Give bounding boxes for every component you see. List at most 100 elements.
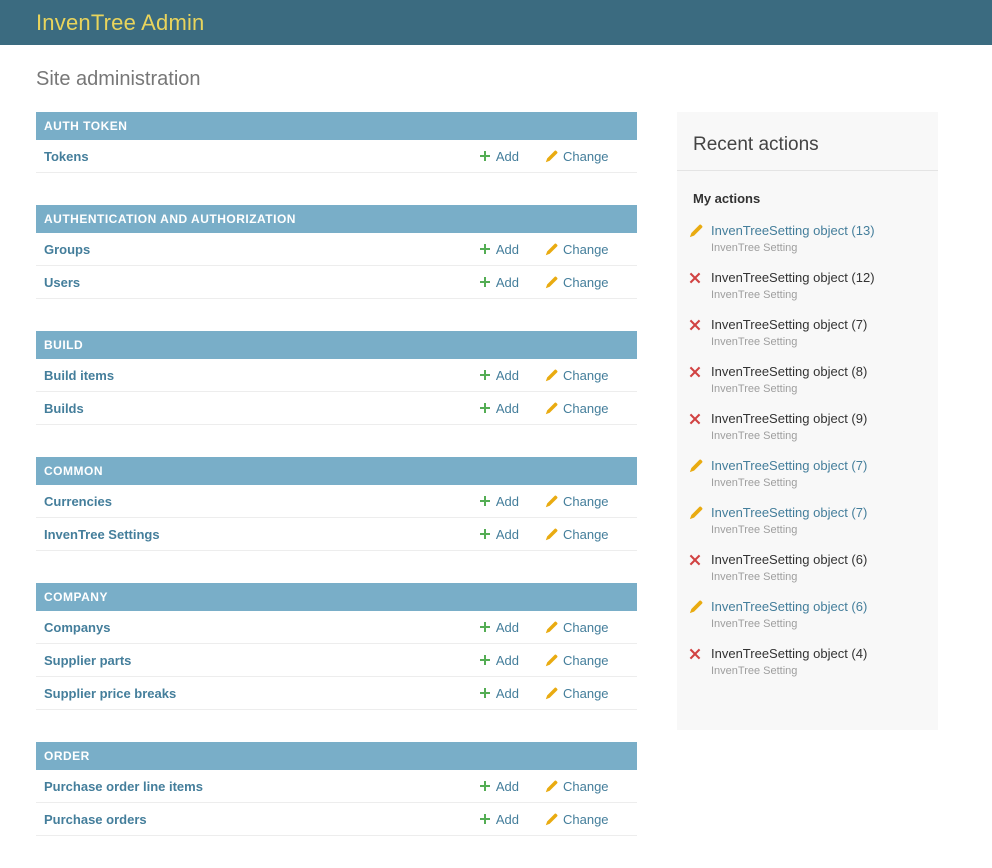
model-link[interactable]: Builds: [44, 401, 84, 416]
model-link[interactable]: Supplier price breaks: [44, 686, 176, 701]
recent-action-link[interactable]: InvenTreeSetting object (7): [711, 457, 867, 474]
site-title[interactable]: InvenTree Admin: [36, 10, 205, 36]
pencil-icon: [545, 621, 558, 634]
app-module-caption[interactable]: COMMON: [36, 457, 637, 485]
add-link-label: Add: [496, 494, 519, 509]
model-link[interactable]: Purchase orders: [44, 812, 147, 827]
change-link[interactable]: Change: [545, 686, 621, 701]
change-link[interactable]: Change: [545, 779, 621, 794]
delete-icon: [689, 272, 701, 284]
app-module: COMPANY Companys Add Change Supplier par…: [36, 583, 637, 710]
change-link[interactable]: Change: [545, 149, 621, 164]
add-link[interactable]: Add: [479, 401, 519, 416]
recent-actions-panel: Recent actions My actions InvenTreeSetti…: [677, 112, 938, 730]
model-link[interactable]: Purchase order line items: [44, 779, 203, 794]
add-link[interactable]: Add: [479, 368, 519, 383]
recent-action-model: InvenTree Setting: [711, 335, 867, 350]
pencil-icon: [545, 654, 558, 667]
app-module: BUILD Build items Add Change Builds Add: [36, 331, 637, 425]
app-header: InvenTree Admin: [0, 0, 992, 45]
add-link[interactable]: Add: [479, 242, 519, 257]
pencil-icon: [689, 506, 703, 520]
model-row: Purchase orders Add Change: [36, 803, 637, 836]
pencil-icon: [689, 459, 703, 473]
add-link-label: Add: [496, 149, 519, 164]
add-link[interactable]: Add: [479, 653, 519, 668]
model-link[interactable]: Companys: [44, 620, 110, 635]
model-row: Users Add Change: [36, 266, 637, 299]
model-link[interactable]: Tokens: [44, 149, 89, 164]
add-link[interactable]: Add: [479, 620, 519, 635]
recent-action-item: InvenTreeSetting object (7) InvenTree Se…: [689, 316, 926, 350]
change-link[interactable]: Change: [545, 368, 621, 383]
add-link-label: Add: [496, 620, 519, 635]
recent-action-model: InvenTree Setting: [711, 523, 867, 538]
recent-action-item: InvenTreeSetting object (8) InvenTree Se…: [689, 363, 926, 397]
app-module-caption[interactable]: ORDER: [36, 742, 637, 770]
model-row: Build items Add Change: [36, 359, 637, 392]
recent-action-model: InvenTree Setting: [711, 241, 875, 256]
add-link-label: Add: [496, 242, 519, 257]
change-link-label: Change: [563, 242, 609, 257]
change-link[interactable]: Change: [545, 527, 621, 542]
change-link-label: Change: [563, 368, 609, 383]
pencil-icon: [545, 780, 558, 793]
change-link[interactable]: Change: [545, 275, 621, 290]
change-link-label: Change: [563, 401, 609, 416]
recent-action-label: InvenTreeSetting object (7): [711, 316, 867, 333]
app-module-caption[interactable]: COMPANY: [36, 583, 637, 611]
add-link[interactable]: Add: [479, 149, 519, 164]
model-link[interactable]: Supplier parts: [44, 653, 131, 668]
model-row: Tokens Add Change: [36, 140, 637, 173]
page-title: Site administration: [36, 68, 956, 91]
app-module-caption[interactable]: AUTHENTICATION AND AUTHORIZATION: [36, 205, 637, 233]
app-module-caption[interactable]: BUILD: [36, 331, 637, 359]
model-link[interactable]: InvenTree Settings: [44, 527, 160, 542]
add-link[interactable]: Add: [479, 812, 519, 827]
change-link[interactable]: Change: [545, 653, 621, 668]
pencil-icon: [545, 150, 558, 163]
change-link[interactable]: Change: [545, 494, 621, 509]
app-module-caption[interactable]: AUTH TOKEN: [36, 112, 637, 140]
recent-action-item: InvenTreeSetting object (4) InvenTree Se…: [689, 645, 926, 679]
add-link-label: Add: [496, 275, 519, 290]
pencil-icon: [545, 243, 558, 256]
recent-action-link[interactable]: InvenTreeSetting object (6): [711, 598, 867, 615]
model-row: Supplier parts Add Change: [36, 644, 637, 677]
recent-action-label: InvenTreeSetting object (9): [711, 410, 867, 427]
recent-action-label: InvenTreeSetting object (4): [711, 645, 867, 662]
change-link[interactable]: Change: [545, 620, 621, 635]
add-link[interactable]: Add: [479, 686, 519, 701]
change-link[interactable]: Change: [545, 242, 621, 257]
add-link[interactable]: Add: [479, 494, 519, 509]
pencil-icon: [545, 369, 558, 382]
app-module: AUTHENTICATION AND AUTHORIZATION Groups …: [36, 205, 637, 299]
delete-icon: [689, 319, 701, 331]
delete-icon: [689, 366, 701, 378]
my-actions-heading: My actions: [677, 171, 938, 222]
add-link-label: Add: [496, 527, 519, 542]
model-row: Builds Add Change: [36, 392, 637, 425]
recent-action-model: InvenTree Setting: [711, 617, 867, 632]
model-row: Groups Add Change: [36, 233, 637, 266]
model-link[interactable]: Build items: [44, 368, 114, 383]
recent-actions-title: Recent actions: [677, 126, 938, 170]
model-row: Supplier price breaks Add Change: [36, 677, 637, 710]
recent-action-model: InvenTree Setting: [711, 570, 867, 585]
recent-action-link[interactable]: InvenTreeSetting object (13): [711, 222, 875, 239]
add-link[interactable]: Add: [479, 275, 519, 290]
change-link[interactable]: Change: [545, 812, 621, 827]
model-link[interactable]: Users: [44, 275, 80, 290]
add-link[interactable]: Add: [479, 779, 519, 794]
add-link[interactable]: Add: [479, 527, 519, 542]
model-link[interactable]: Groups: [44, 242, 90, 257]
add-link-label: Add: [496, 812, 519, 827]
recent-action-item: InvenTreeSetting object (6) InvenTree Se…: [689, 598, 926, 632]
recent-actions-list: InvenTreeSetting object (13) InvenTree S…: [677, 222, 938, 679]
plus-icon: [479, 369, 491, 381]
recent-action-link[interactable]: InvenTreeSetting object (7): [711, 504, 867, 521]
add-link-label: Add: [496, 686, 519, 701]
change-link[interactable]: Change: [545, 401, 621, 416]
model-link[interactable]: Currencies: [44, 494, 112, 509]
app-module: COMMON Currencies Add Change InvenTree S…: [36, 457, 637, 551]
